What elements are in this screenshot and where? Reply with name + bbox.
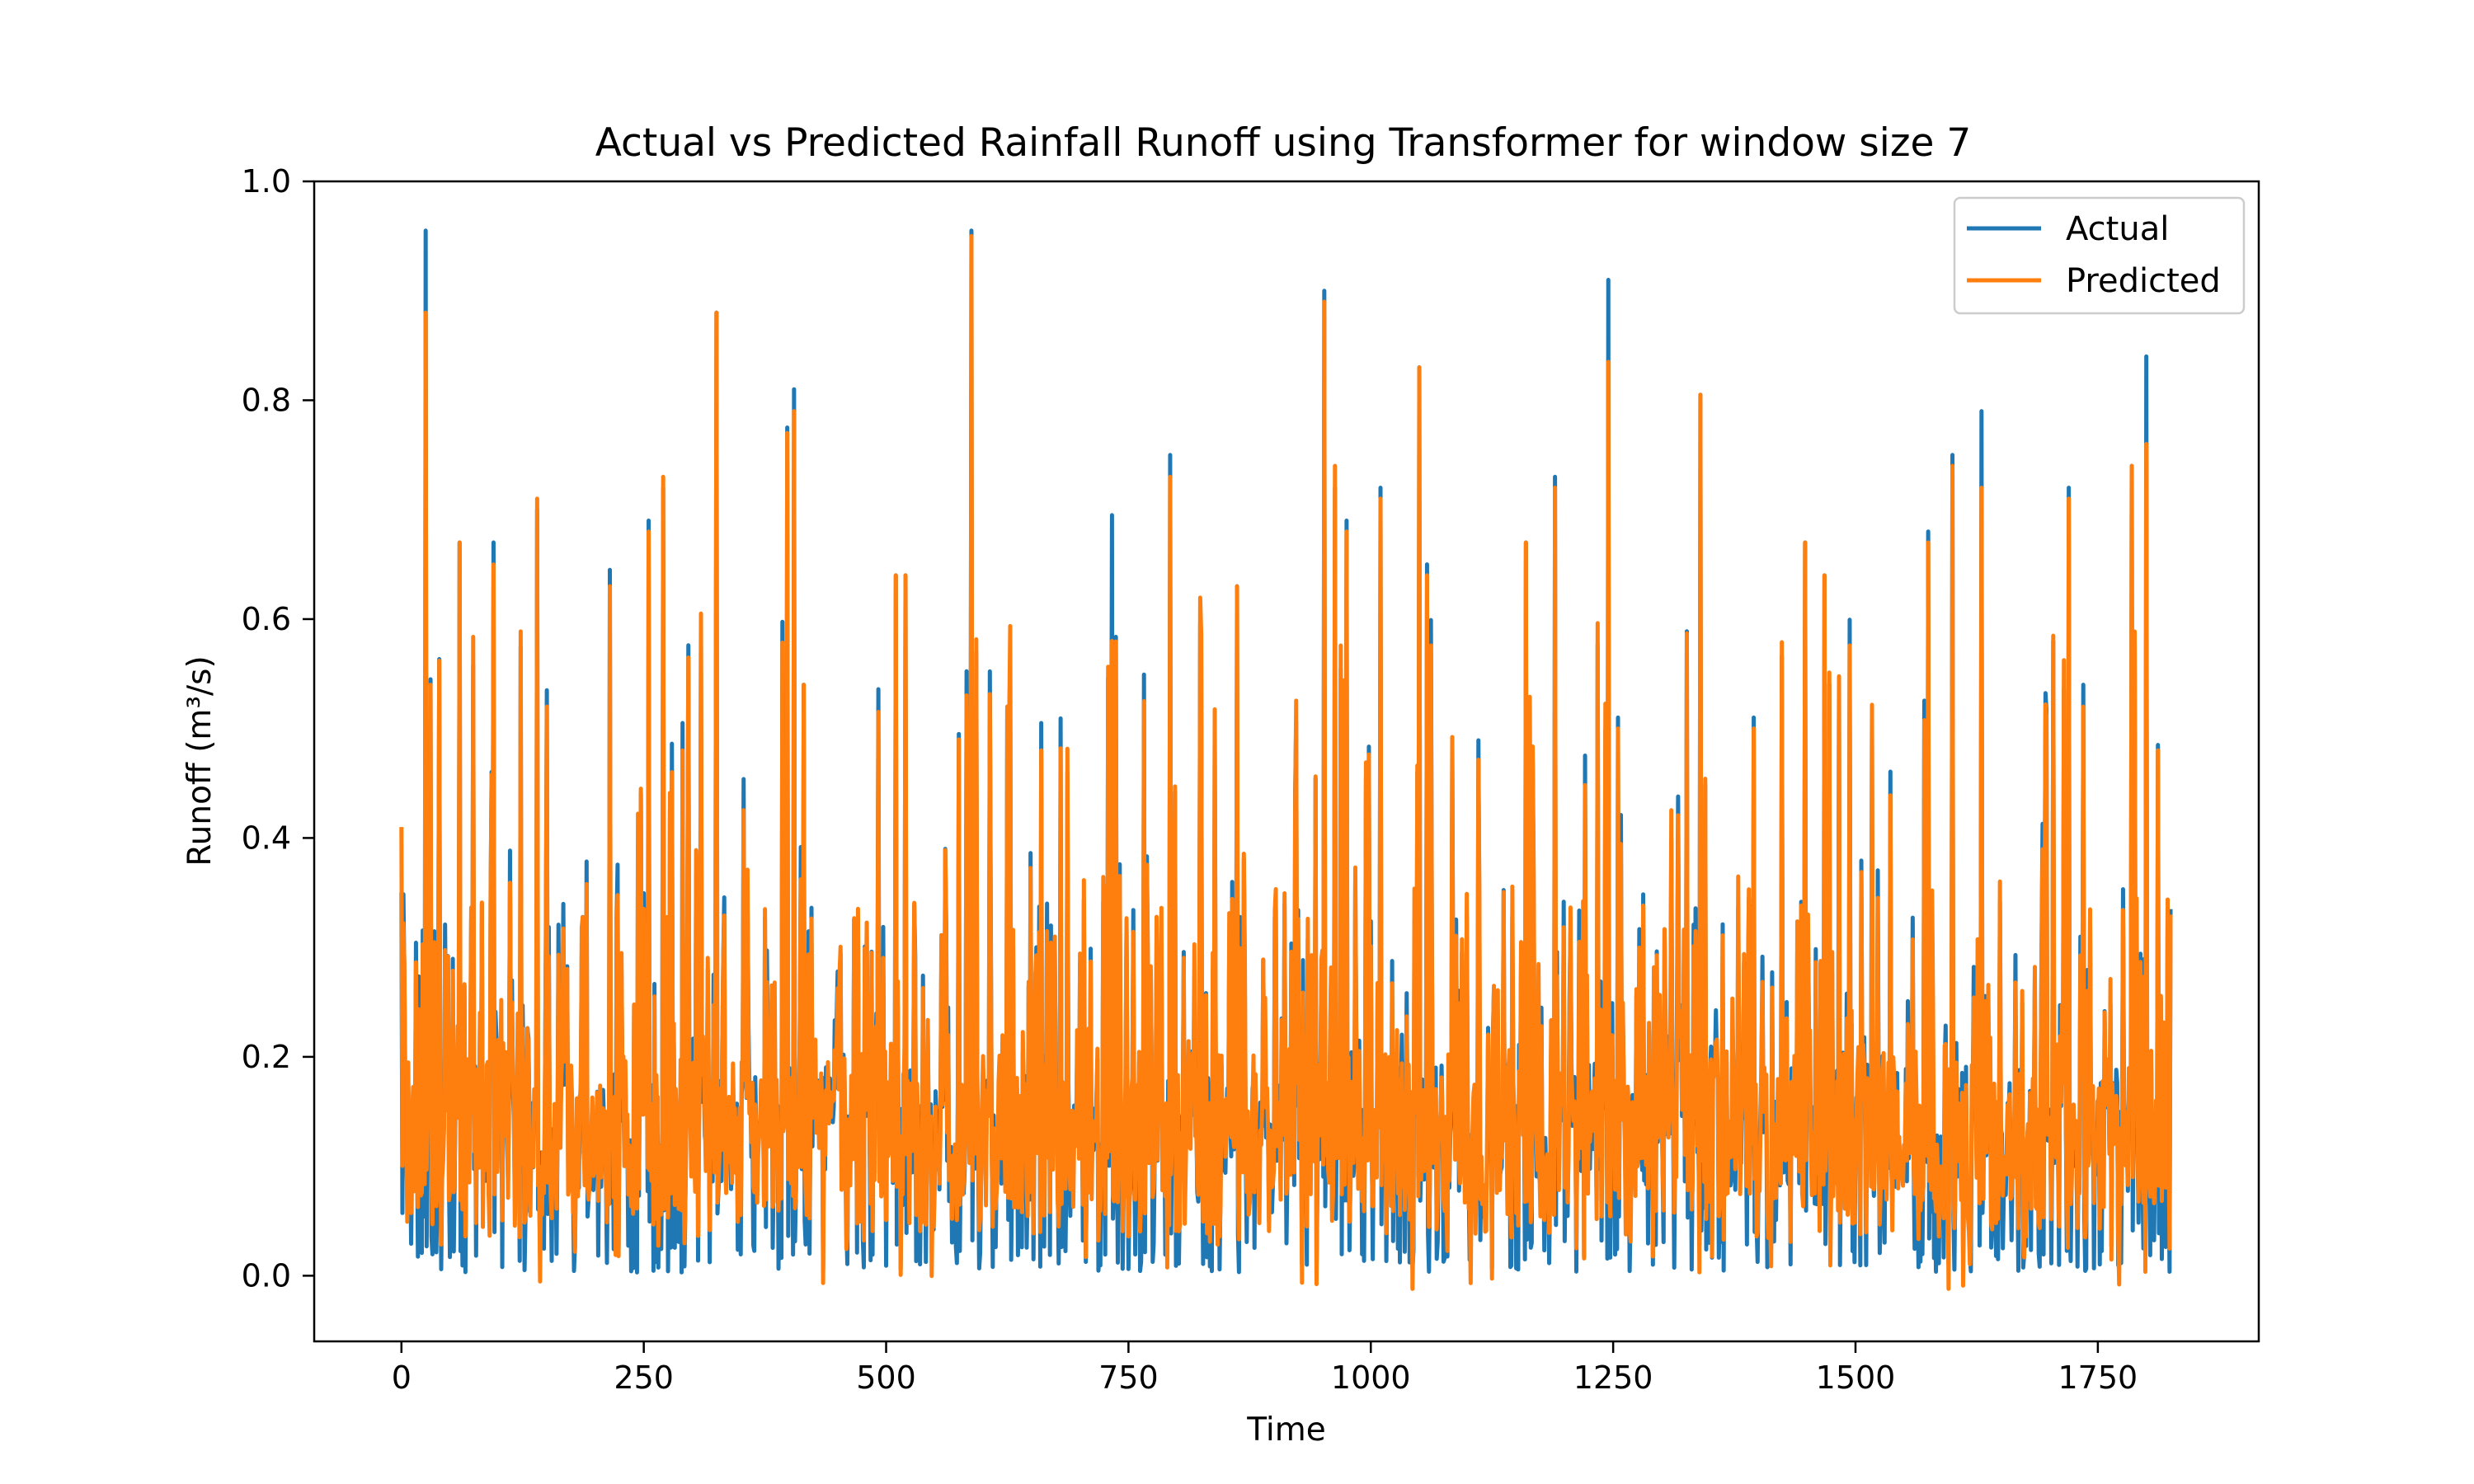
y-axis-label: Runoff (m³/s) [181, 655, 219, 866]
x-axis: 0 250 500 750 1000 1250 1500 1750 [392, 1341, 2138, 1396]
x-tick-label: 1750 [2058, 1360, 2138, 1396]
series-layer [399, 228, 2173, 1291]
legend-label-predicted: Predicted [2066, 262, 2221, 300]
x-tick-label: 750 [1098, 1360, 1159, 1396]
x-axis-label: Time [1246, 1411, 1325, 1449]
x-tick-label: 0 [392, 1360, 412, 1396]
y-axis: 0.0 0.2 0.4 0.6 0.8 1.0 [242, 163, 314, 1294]
x-tick-label: 1250 [1573, 1360, 1653, 1396]
x-tick-label: 500 [856, 1360, 916, 1396]
y-tick-label: 1.0 [242, 163, 291, 200]
y-tick-label: 0.0 [242, 1257, 291, 1294]
legend-label-actual: Actual [2066, 210, 2169, 248]
x-tick-label: 1000 [1331, 1360, 1411, 1396]
legend: Actual Predicted [1953, 196, 2246, 315]
y-tick-label: 0.2 [242, 1039, 291, 1075]
x-tick-label: 250 [614, 1360, 674, 1396]
y-tick-label: 0.8 [242, 382, 291, 418]
plot-frame [313, 180, 2260, 1343]
chart-title: Actual vs Predicted Rainfall Runoff usin… [595, 120, 1972, 166]
series-line-predicted [399, 233, 2173, 1291]
y-tick-label: 0.6 [242, 601, 291, 637]
y-tick-label: 0.4 [242, 819, 291, 856]
x-tick-label: 1500 [1816, 1360, 1896, 1396]
